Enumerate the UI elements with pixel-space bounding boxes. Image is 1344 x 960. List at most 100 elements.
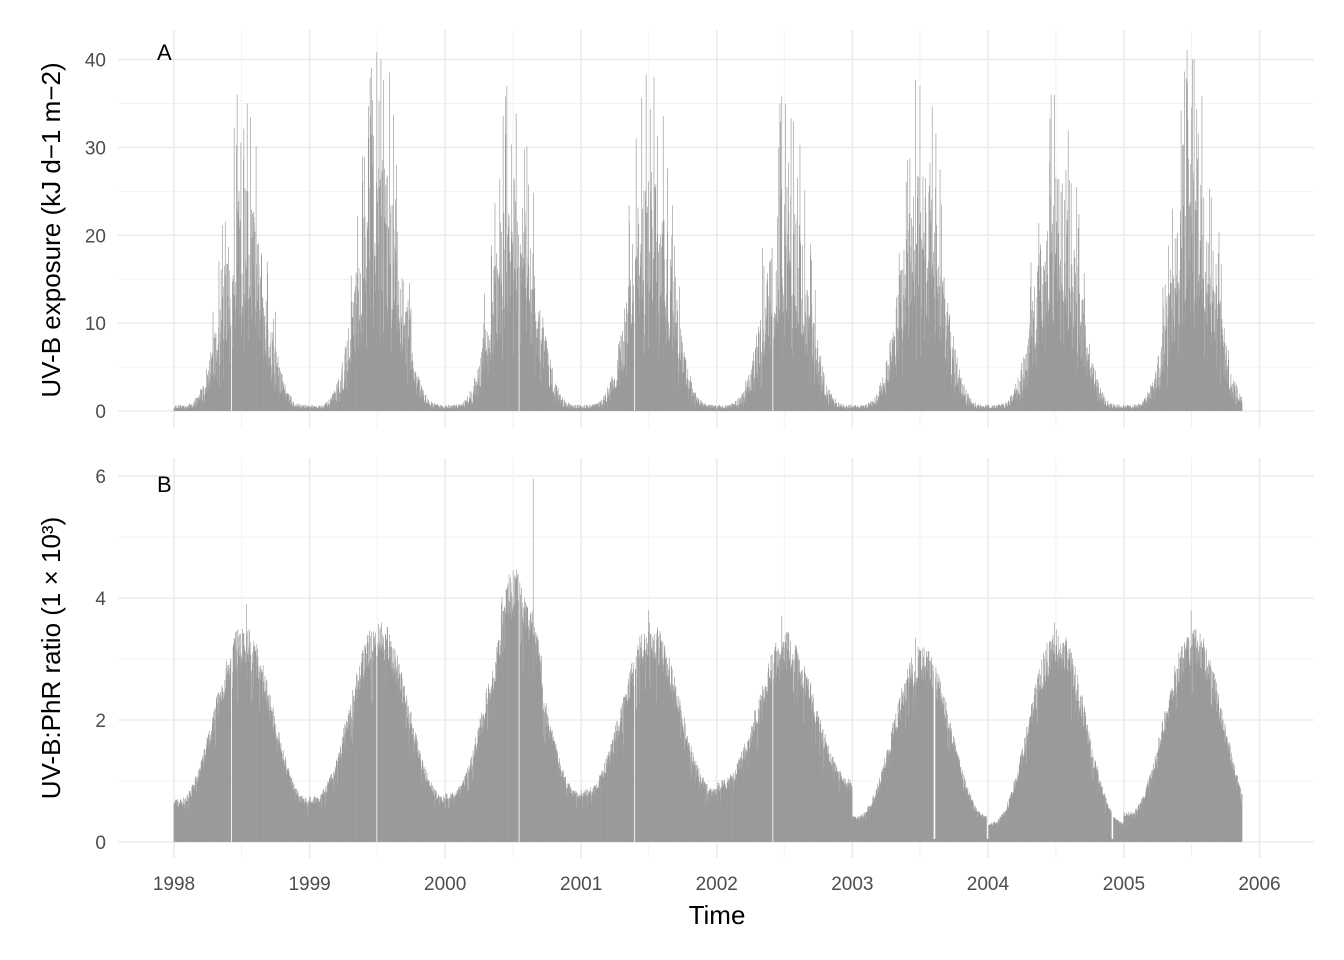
data-bar — [426, 777, 427, 842]
data-bar — [341, 362, 343, 411]
data-bar — [175, 799, 176, 842]
data-bar — [802, 684, 803, 842]
data-bar — [1053, 205, 1055, 411]
data-bar — [1063, 343, 1064, 411]
data-bar — [773, 337, 774, 411]
data-bar — [216, 350, 217, 411]
data-bar — [987, 406, 988, 411]
data-bar — [898, 699, 900, 842]
data-bar — [935, 187, 936, 411]
data-bar — [417, 382, 419, 411]
data-bar — [386, 177, 388, 411]
data-bar — [439, 405, 441, 411]
data-bar — [879, 391, 881, 411]
data-bar — [555, 751, 557, 842]
data-bar — [1144, 398, 1145, 411]
data-bar — [800, 333, 802, 411]
data-bar — [846, 405, 848, 411]
data-bar — [336, 402, 337, 411]
data-bar — [208, 380, 210, 411]
data-bar — [213, 717, 214, 842]
data-bar — [753, 730, 755, 842]
data-bar — [783, 641, 784, 842]
data-bar — [746, 379, 748, 411]
data-bar — [728, 405, 729, 411]
data-bar — [738, 769, 739, 842]
data-bar — [610, 404, 611, 411]
data-bar — [233, 279, 234, 411]
data-bar — [547, 352, 549, 411]
data-bar — [492, 315, 494, 411]
data-bar — [469, 767, 471, 842]
data-bar — [711, 791, 712, 842]
data-bar — [646, 315, 647, 411]
data-bar — [637, 247, 638, 411]
data-bar — [803, 681, 805, 842]
data-bar — [324, 806, 326, 842]
data-bar — [279, 739, 280, 842]
data-bar — [618, 343, 619, 411]
data-bar — [752, 729, 754, 842]
data-bar — [1043, 265, 1044, 411]
data-bar — [509, 251, 511, 411]
data-bar — [899, 326, 900, 411]
data-bar — [578, 407, 580, 411]
data-bar — [839, 404, 841, 411]
data-bar — [668, 657, 670, 842]
data-bar — [221, 692, 223, 842]
data-bar — [332, 778, 333, 842]
data-bar — [885, 763, 887, 842]
data-bar — [266, 680, 267, 842]
data-bar — [694, 761, 696, 842]
data-bar — [736, 774, 737, 842]
data-bar — [266, 679, 268, 842]
data-bar — [623, 696, 625, 842]
data-bar — [654, 634, 656, 842]
data-bar — [724, 779, 725, 842]
data-bar — [573, 407, 575, 411]
data-bar — [1222, 346, 1224, 411]
data-bar — [650, 285, 651, 411]
data-bar — [309, 406, 311, 411]
data-bar — [1171, 283, 1172, 411]
data-bar — [581, 796, 583, 842]
data-bar — [1201, 235, 1203, 411]
data-bar — [876, 790, 878, 842]
data-bar — [726, 407, 727, 411]
data-bar — [670, 685, 672, 842]
data-bar — [522, 208, 523, 411]
data-bar — [771, 247, 773, 411]
data-bar — [680, 737, 682, 842]
data-bar — [625, 694, 626, 842]
data-bar — [798, 680, 800, 842]
data-bar — [678, 706, 680, 842]
data-bar — [483, 713, 485, 842]
data-bar — [780, 654, 781, 842]
data-bar — [892, 722, 894, 842]
data-bar — [672, 205, 673, 411]
data-bar — [611, 750, 613, 842]
data-bar — [531, 344, 532, 411]
data-bar — [177, 800, 179, 842]
data-bar — [483, 370, 484, 411]
data-bar — [351, 317, 353, 411]
data-bar — [279, 367, 280, 411]
data-bar — [1063, 301, 1065, 411]
data-bar — [603, 779, 604, 842]
data-bar — [844, 779, 846, 842]
data-bar — [561, 769, 563, 842]
data-bar — [1176, 275, 1177, 411]
data-bar — [537, 338, 539, 411]
data-bar — [443, 407, 444, 411]
data-bar — [955, 380, 957, 411]
data-bar — [416, 746, 418, 842]
data-bar — [586, 789, 587, 842]
data-bar — [1083, 273, 1085, 411]
data-bar — [502, 653, 504, 842]
data-bar — [941, 700, 942, 842]
data-bar — [323, 405, 325, 411]
data-bar — [351, 354, 352, 411]
data-bar — [1186, 287, 1188, 411]
data-bar — [1016, 390, 1018, 411]
data-bar — [933, 838, 935, 842]
